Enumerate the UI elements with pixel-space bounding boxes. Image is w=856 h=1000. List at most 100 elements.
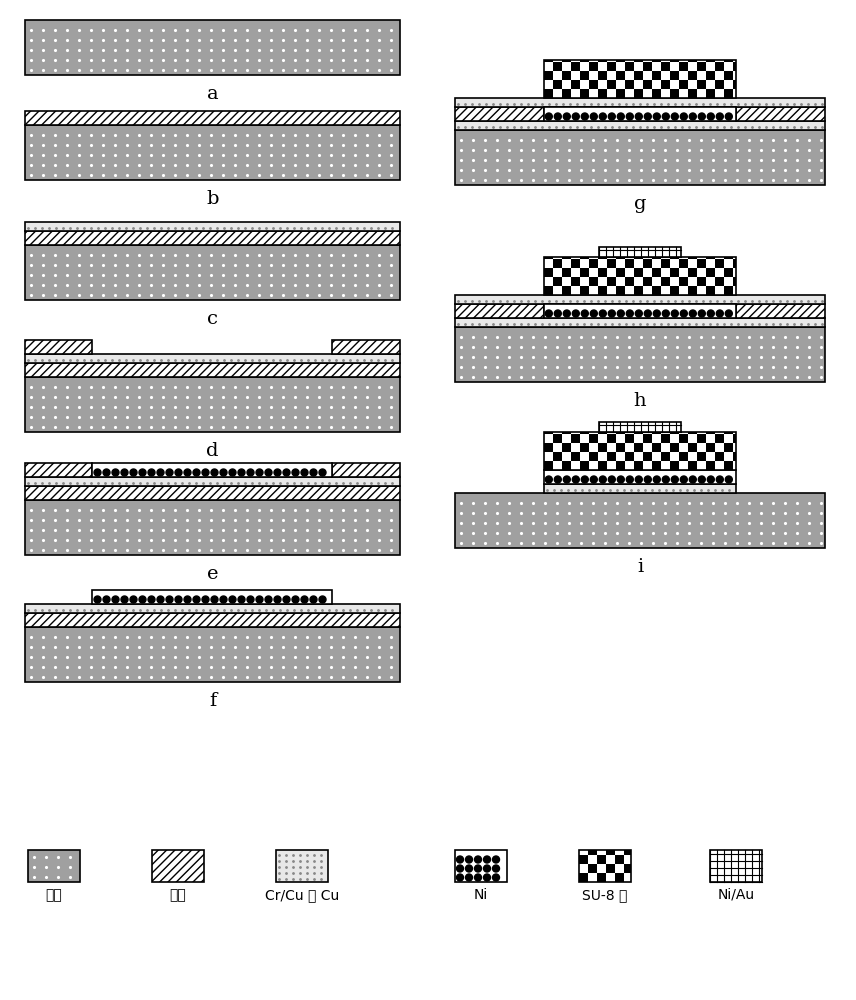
Bar [688,432,697,434]
Bar [715,259,724,268]
Circle shape [274,469,281,476]
Text: f: f [209,692,216,710]
Bar [697,452,706,461]
Bar [25,231,400,245]
Circle shape [645,113,651,120]
Bar [697,259,706,268]
Bar [606,864,615,873]
Bar [688,71,697,80]
Bar [332,463,400,477]
Circle shape [591,310,597,317]
Circle shape [211,596,218,603]
Bar [553,434,562,443]
Bar [553,62,562,71]
Circle shape [707,310,714,317]
Bar [597,60,607,62]
Bar [544,89,553,98]
Circle shape [671,476,678,483]
Bar [688,268,697,277]
Bar [669,286,679,295]
Bar [25,500,400,555]
Bar [599,422,681,432]
Circle shape [283,469,290,476]
Bar [633,286,643,295]
Bar [715,62,724,71]
Bar [651,257,661,259]
Bar [669,268,679,277]
Bar [562,89,571,98]
Bar [28,850,80,882]
Bar [562,257,571,259]
Bar [615,286,625,295]
Bar [553,80,562,89]
Circle shape [238,469,245,476]
Bar [455,107,544,121]
Circle shape [698,476,705,483]
Bar [25,377,400,432]
Circle shape [653,113,660,120]
Circle shape [545,476,552,483]
Bar [697,62,706,71]
Bar [633,461,643,470]
Bar [25,627,400,682]
Bar [544,107,736,121]
Bar [588,864,597,873]
Circle shape [220,596,227,603]
Bar [651,461,661,470]
Circle shape [256,469,263,476]
Circle shape [563,113,570,120]
Bar [553,452,562,461]
Circle shape [265,596,272,603]
Bar [571,452,580,461]
Bar [624,864,631,873]
Bar [625,277,633,286]
Bar [580,432,589,434]
Bar [92,463,332,477]
Circle shape [599,476,606,483]
Circle shape [591,476,597,483]
Circle shape [466,856,473,863]
Bar [25,245,400,300]
Bar [579,850,631,882]
Circle shape [247,469,254,476]
Circle shape [663,476,669,483]
Bar [580,89,589,98]
Bar [544,60,736,98]
Bar [597,268,607,277]
Text: SU-8 胶: SU-8 胶 [582,888,627,902]
Bar [588,850,597,855]
Circle shape [627,476,633,483]
Circle shape [484,856,490,863]
Circle shape [112,469,119,476]
Circle shape [292,596,299,603]
Circle shape [698,310,705,317]
Bar [544,470,736,484]
Circle shape [456,865,463,872]
Bar [724,461,733,470]
Bar [455,121,825,130]
Bar [724,60,733,62]
Bar [706,89,715,98]
Circle shape [617,310,624,317]
Circle shape [265,469,272,476]
Circle shape [456,856,463,863]
Circle shape [220,469,227,476]
Bar [706,71,715,80]
Bar [332,340,400,354]
Circle shape [256,596,263,603]
Circle shape [609,476,615,483]
Bar [580,60,589,62]
Circle shape [627,113,633,120]
Circle shape [653,310,660,317]
Circle shape [591,113,597,120]
Circle shape [681,310,687,317]
Bar [661,452,669,461]
Circle shape [599,113,606,120]
Bar [589,434,597,443]
Bar [25,604,400,613]
Circle shape [581,113,588,120]
Circle shape [202,596,209,603]
Bar [651,89,661,98]
Circle shape [599,310,606,317]
Bar [715,434,724,443]
